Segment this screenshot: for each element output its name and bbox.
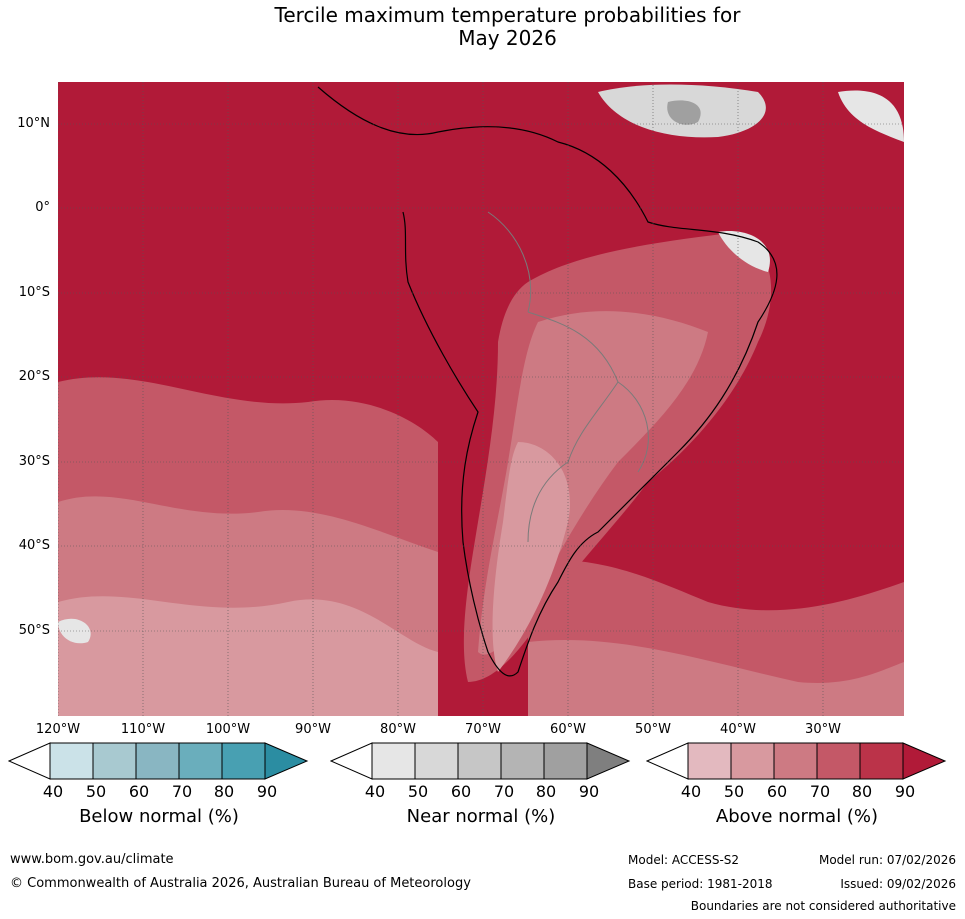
lat-label: 30°S (18, 454, 50, 469)
colorbar-min-extend (8, 742, 51, 780)
colorbar-segment (414, 742, 459, 780)
colorbar-min-extend (330, 742, 373, 780)
colorbar-segment (92, 742, 137, 780)
cb-tick: 60 (766, 782, 788, 801)
lat-label: 50°S (18, 623, 50, 638)
colorbar-segment (730, 742, 775, 780)
base-period: Base period: 1981-2018 (628, 877, 773, 891)
colorbar-segment (543, 742, 588, 780)
boundaries-disclaimer: Boundaries are not considered authoritat… (690, 899, 956, 913)
lon-label: 100°W (205, 722, 251, 737)
cb-tick: 70 (493, 782, 515, 801)
country-borders (487, 211, 649, 543)
chart-title: Tercile maximum temperature probabilitie… (0, 4, 965, 50)
colorbar-segment (500, 742, 545, 780)
lat-label: 10°S (18, 285, 50, 300)
colorbar-max-extend (902, 742, 947, 780)
colorbar-max-extend (264, 742, 309, 780)
title-line-2: May 2026 (458, 26, 557, 50)
colorbar-max-extend (586, 742, 631, 780)
lat-label: 0° (35, 200, 50, 215)
colorbar-min-extend (646, 742, 689, 780)
cb-tick: 90 (256, 782, 278, 801)
colorbar-segment (687, 742, 732, 780)
near-normal-northeast (838, 90, 904, 142)
graticule (58, 82, 904, 716)
title-line-1: Tercile maximum temperature probabilitie… (274, 3, 741, 27)
near-normal-title: Near normal (%) (406, 806, 556, 827)
below-normal-title: Below normal (%) (79, 806, 239, 827)
model-run: Model run: 07/02/2026 (818, 853, 956, 867)
near-normal-south-pacific (58, 618, 91, 644)
cb-tick: 90 (894, 782, 916, 801)
lat-label: 20°S (18, 369, 50, 384)
cb-tick: 90 (578, 782, 600, 801)
pacific-low-zone (58, 596, 438, 716)
cb-tick: 60 (450, 782, 472, 801)
colorbar-segment (49, 742, 94, 780)
cb-tick: 80 (851, 782, 873, 801)
lon-label: 50°W (635, 722, 671, 737)
colorbar-segment (371, 742, 416, 780)
colorbar-segment (773, 742, 818, 780)
website-link[interactable]: www.bom.gov.au/climate (10, 852, 174, 867)
atlantic-lower-zone (528, 640, 904, 716)
above-normal-colorbar (646, 742, 948, 780)
copyright-text: © Commonwealth of Australia 2026, Austra… (10, 876, 471, 891)
cb-tick: 50 (85, 782, 107, 801)
lon-label: 40°W (720, 722, 756, 737)
lon-label: 60°W (550, 722, 586, 737)
probability-map (58, 82, 904, 716)
cb-tick: 70 (809, 782, 831, 801)
coastline (317, 86, 778, 677)
cb-tick: 80 (213, 782, 235, 801)
continent-low-zone (492, 442, 570, 672)
near-normal-core (667, 100, 701, 125)
lon-label: 30°W (805, 722, 841, 737)
lat-label: 10°N (17, 116, 50, 131)
colorbar-segment (859, 742, 904, 780)
cb-tick: 40 (42, 782, 64, 801)
lon-label: 120°W (35, 722, 81, 737)
colorbar-segment (135, 742, 180, 780)
lon-label: 80°W (380, 722, 416, 737)
colorbar-svg (646, 742, 947, 780)
above-normal-title: Above normal (%) (715, 806, 879, 827)
colorbar-svg (8, 742, 309, 780)
colorbar-segment (457, 742, 502, 780)
colorbar-segment (221, 742, 266, 780)
near-normal-colorbar (330, 742, 632, 780)
colorbar-segment (816, 742, 861, 780)
cb-tick: 50 (407, 782, 429, 801)
below-normal-colorbar (8, 742, 310, 780)
colorbar-svg (330, 742, 631, 780)
cb-tick: 50 (723, 782, 745, 801)
lon-label: 90°W (295, 722, 331, 737)
cb-tick: 80 (535, 782, 557, 801)
cb-tick: 40 (680, 782, 702, 801)
cb-tick: 40 (364, 782, 386, 801)
issued-date: Issued: 09/02/2026 (840, 877, 956, 891)
lat-label: 40°S (18, 538, 50, 553)
cb-tick: 70 (171, 782, 193, 801)
colorbar-segment (178, 742, 223, 780)
lon-label: 110°W (120, 722, 166, 737)
lon-label: 70°W (465, 722, 501, 737)
model-name: Model: ACCESS-S2 (628, 853, 740, 867)
cb-tick: 60 (128, 782, 150, 801)
